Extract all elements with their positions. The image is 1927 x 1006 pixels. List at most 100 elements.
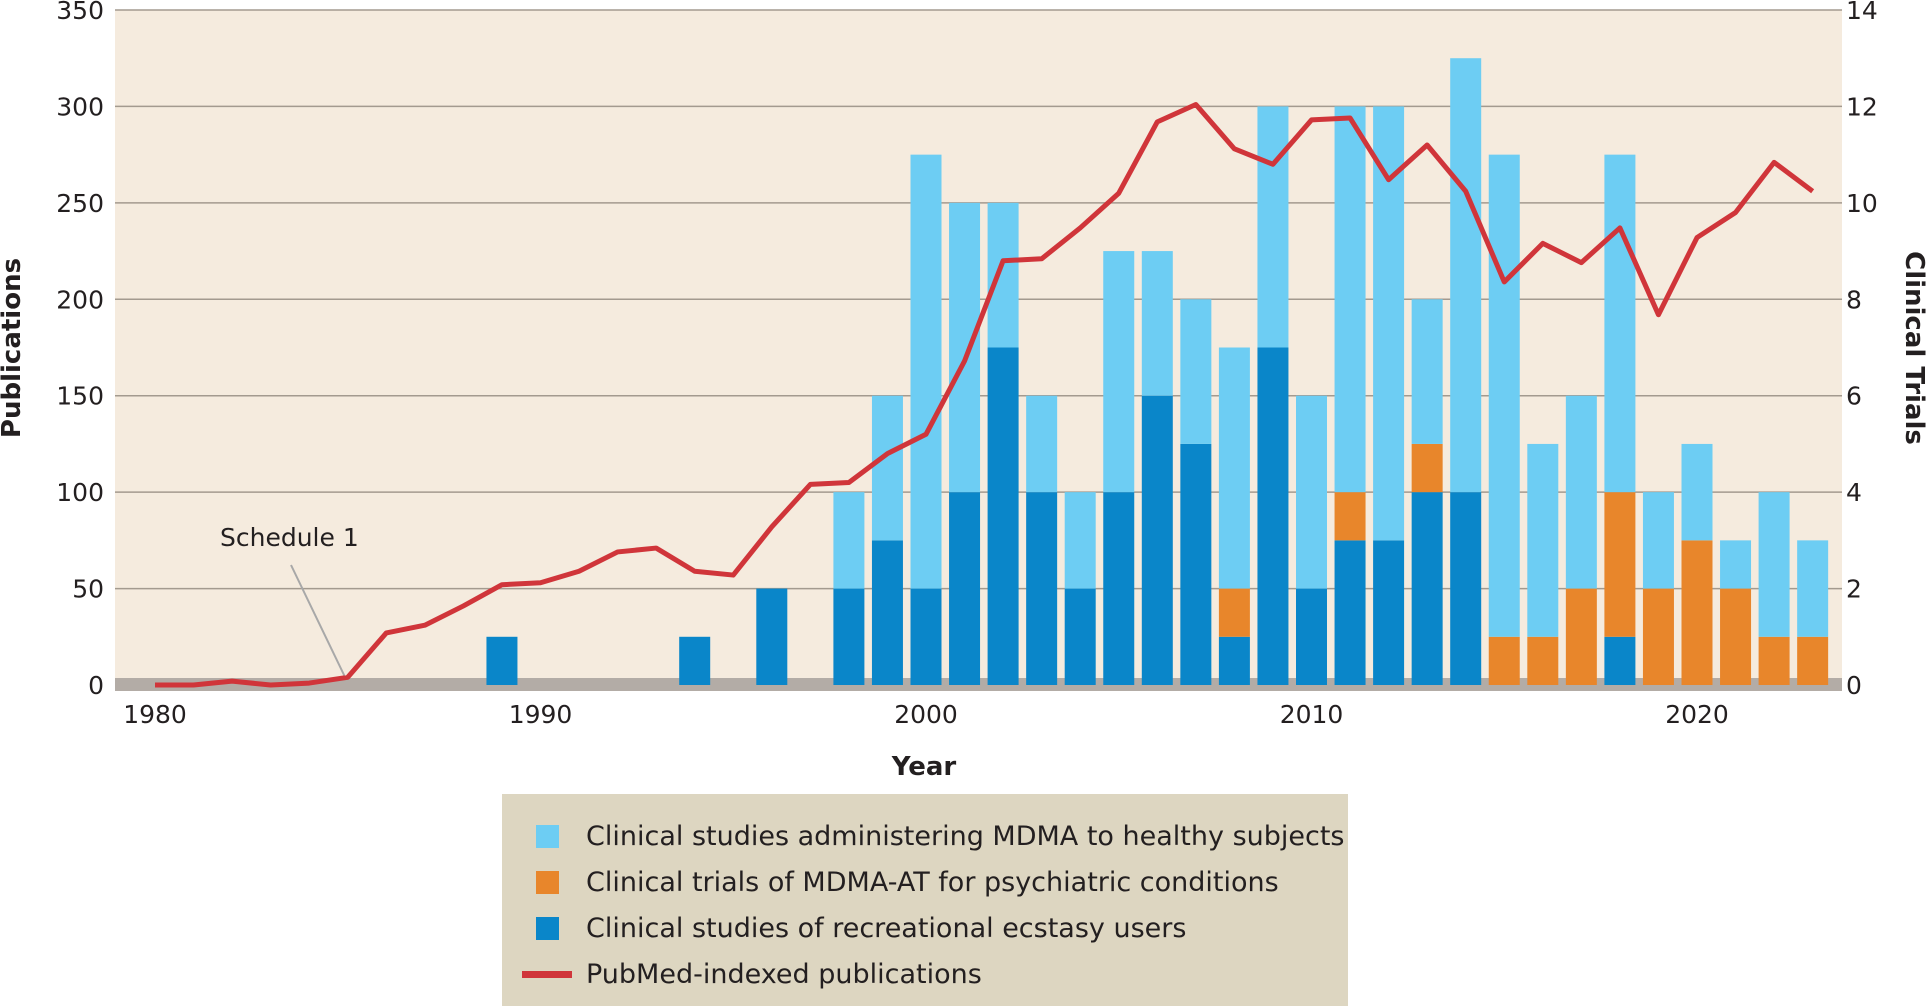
bar-healthy-2007 [1180, 299, 1212, 444]
bar-healthy-2002 [987, 202, 1019, 348]
bar-healthy-2005 [1103, 251, 1135, 493]
bar-recreational-2009 [1257, 347, 1289, 685]
bar-recreational-1996 [756, 588, 788, 685]
bar-healthy-2015 [1488, 154, 1520, 637]
bar-healthy-2020 [1681, 443, 1713, 541]
y-axis-right-title: Clinical Trials [1899, 251, 1927, 445]
bar-mdma-at-2015 [1488, 636, 1520, 685]
bar-healthy-2016 [1527, 443, 1559, 637]
y-right-tick-6: 6 [1846, 382, 1862, 411]
legend-line-pubmed-publications [522, 970, 572, 978]
legend-swatch-healthy-subjects [536, 824, 559, 848]
y-right-tick-10: 10 [1846, 189, 1878, 218]
y-right-tick-8: 8 [1846, 285, 1862, 314]
bar-recreational-2005 [1103, 492, 1135, 685]
y-left-tick-150: 150 [56, 382, 104, 411]
bar-recreational-1998 [833, 588, 865, 685]
bar-recreational-2004 [1064, 588, 1096, 685]
bar-recreational-1999 [871, 540, 903, 685]
bar-recreational-2012 [1373, 540, 1405, 685]
schedule-1-pointer [290, 564, 346, 678]
legend-swatch-recreational-users [536, 916, 559, 940]
right-axis-ticks: 0 2 4 6 8 10 12 14 [1846, 0, 1878, 700]
bar-recreational-2010 [1296, 588, 1327, 685]
bar-recreational-2014 [1450, 492, 1482, 685]
x-axis-title: Year [891, 752, 957, 782]
bar-healthy-2017 [1565, 395, 1597, 589]
bar-recreational-2006 [1141, 395, 1173, 685]
bar-healthy-2022 [1758, 492, 1790, 637]
bars [486, 58, 1829, 685]
legend-swatch-mdma-at-trials [536, 870, 559, 894]
legend: Clinical studies administering MDMA to h… [502, 794, 1348, 1006]
bar-mdma-at-2020 [1681, 540, 1713, 685]
y-right-tick-4: 4 [1846, 478, 1862, 507]
bar-mdma-at-2018 [1604, 492, 1636, 637]
bar-recreational-2018 [1604, 636, 1636, 685]
bar-healthy-2004 [1064, 492, 1096, 589]
bar-recreational-2003 [1026, 492, 1058, 685]
bar-mdma-at-2023 [1797, 636, 1829, 685]
bar-healthy-2009 [1257, 106, 1289, 348]
legend-label-mdma-at-trials: Clinical trials of MDMA-AT for psychiatr… [586, 866, 1279, 898]
y-left-tick-100: 100 [56, 478, 104, 507]
x-axis-ticks: 1980 1990 2000 2010 2020 [123, 700, 1729, 729]
bar-healthy-2001 [949, 202, 981, 493]
legend-label-recreational-users: Clinical studies of recreational ecstasy… [586, 912, 1187, 944]
bar-healthy-2014 [1450, 58, 1482, 493]
bar-recreational-2008 [1218, 636, 1250, 685]
legend-item-mdma-at-trials: Clinical trials of MDMA-AT for psychiatr… [536, 862, 1279, 902]
bar-healthy-2021 [1720, 540, 1752, 589]
left-axis-ticks: 0 50 100 150 200 250 300 350 [56, 0, 104, 700]
x-tick-2000: 2000 [894, 700, 958, 729]
legend-item-recreational-users: Clinical studies of recreational ecstasy… [536, 908, 1186, 948]
bar-healthy-2000 [910, 154, 942, 589]
y-right-tick-14: 14 [1846, 0, 1878, 25]
bar-healthy-2011 [1334, 106, 1366, 493]
legend-label-pubmed-publications: PubMed-indexed publications [586, 958, 982, 990]
bar-recreational-2007 [1180, 443, 1212, 685]
bar-recreational-2002 [987, 347, 1019, 685]
y-right-tick-0: 0 [1846, 671, 1862, 700]
bar-recreational-2001 [949, 492, 981, 685]
x-tick-1990: 1990 [509, 700, 573, 729]
bar-healthy-2003 [1026, 395, 1058, 493]
legend-item-pubmed-publications: PubMed-indexed publications [522, 954, 982, 994]
bar-mdma-at-2021 [1720, 588, 1752, 685]
legend-label-healthy-subjects: Clinical studies administering MDMA to h… [586, 820, 1345, 852]
y-right-tick-12: 12 [1846, 92, 1878, 121]
bar-recreational-2000 [910, 588, 942, 685]
x-tick-2020: 2020 [1665, 700, 1729, 729]
bar-mdma-at-2017 [1565, 588, 1597, 685]
bar-mdma-at-2019 [1642, 588, 1674, 685]
bar-mdma-at-2013 [1411, 443, 1443, 493]
bar-healthy-2023 [1797, 540, 1829, 637]
bar-mdma-at-2016 [1527, 636, 1559, 685]
bar-mdma-at-2022 [1758, 636, 1790, 685]
bar-healthy-2019 [1642, 492, 1674, 589]
bar-recreational-2013 [1411, 492, 1443, 685]
bar-recreational-1989 [486, 636, 518, 685]
x-tick-1980: 1980 [123, 700, 187, 729]
y-axis-left-title: Publications [0, 258, 27, 438]
bar-recreational-1994 [679, 636, 711, 685]
line-series [155, 102, 1815, 688]
y-right-tick-2: 2 [1846, 575, 1862, 604]
bar-mdma-at-2008 [1218, 588, 1250, 637]
bar-healthy-2018 [1604, 154, 1636, 493]
y-left-tick-50: 50 [72, 575, 104, 604]
bar-healthy-2006 [1141, 251, 1173, 396]
bar-mdma-at-2011 [1334, 492, 1366, 541]
line-pubmed-publications [155, 102, 1815, 688]
bar-healthy-1998 [833, 492, 865, 589]
annotation-schedule-1: Schedule 1 [220, 523, 359, 552]
y-left-tick-300: 300 [56, 92, 104, 121]
y-left-tick-0: 0 [88, 671, 104, 700]
bar-healthy-1999 [871, 395, 903, 541]
bar-recreational-2011 [1334, 540, 1366, 685]
legend-item-healthy-subjects: Clinical studies administering MDMA to h… [536, 816, 1345, 856]
bar-healthy-2008 [1218, 347, 1250, 589]
y-left-tick-200: 200 [56, 285, 104, 314]
y-left-tick-250: 250 [56, 189, 104, 218]
